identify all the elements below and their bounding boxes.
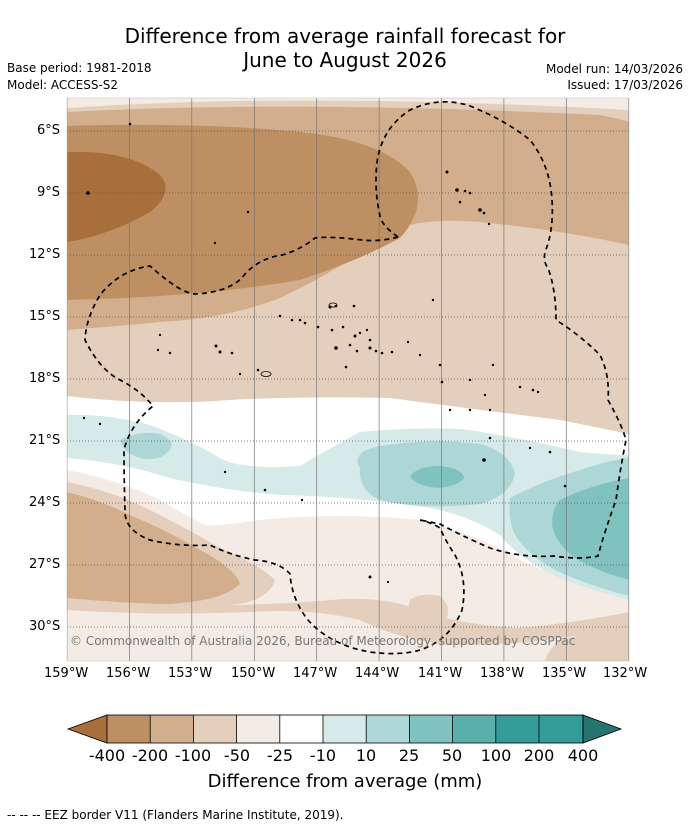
colorbar-cell-3 [193,715,237,743]
colorbar-cell-0 [66,714,108,744]
colorbar-tick: 50 [441,746,463,765]
colorbar-cell-4 [236,715,280,743]
colorbar [66,714,623,744]
colorbar-tick: -400 [88,746,126,765]
colorbar-cell-5 [279,715,323,743]
colorbar-cell-12 [582,714,623,744]
lat-label: 24°S [29,495,61,510]
lat-label: 6°S [37,123,61,138]
lat-label: 9°S [37,185,61,200]
lon-label: 132°W [603,666,648,681]
colorbar-cell-8 [409,715,453,743]
rainfall-anomaly-field [67,98,629,661]
map-frame [66,97,630,662]
lon-label: 144°W [355,666,400,681]
colorbar-tick: -50 [223,746,251,765]
model-run: Model run: 14/03/2026 [545,62,683,76]
colorbar-label: Difference from average (mm) [207,771,483,792]
issued-date: Issued: 17/03/2026 [567,78,683,92]
lon-label: 135°W [542,666,587,681]
colorbar-tick: -10 [309,746,337,765]
lon-label: 141°W [418,666,463,681]
colorbar-cell-6 [323,715,367,743]
longitude-gridlines [67,98,629,661]
model-name: Model: ACCESS-S2 [7,78,119,92]
colorbar-cell-9 [452,715,496,743]
colorbar-tick: -100 [174,746,212,765]
lon-label: 150°W [231,666,276,681]
map-title-line2: June to August 2026 [243,48,447,72]
latitude-gridlines [67,130,629,628]
colorbar-tick: 10 [355,746,377,765]
colorbar-cell-1 [107,715,151,743]
lat-label: 12°S [29,247,61,262]
colorbar-tick: -25 [266,746,294,765]
lon-label: 153°W [168,666,213,681]
islands [82,122,567,584]
lat-label: 30°S [29,619,61,634]
lat-label: 15°S [29,309,61,324]
colorbar-tick: -200 [131,746,169,765]
colorbar-tick: 100 [480,746,512,765]
base-period: Base period: 1981-2018 [7,61,152,75]
lon-label: 156°W [106,666,151,681]
lat-label: 18°S [29,371,61,386]
eez-legend-note: -- -- -- EEZ border V11 (Flanders Marine… [7,808,344,822]
lat-label: 27°S [29,557,61,572]
colorbar-tick: 200 [523,746,555,765]
colorbar-cell-2 [150,715,194,743]
colorbar-cell-7 [366,715,410,743]
lon-label: 159°W [44,666,89,681]
island-outlines [260,302,338,377]
lon-label: 147°W [293,666,338,681]
map-title-line1: Difference from average rainfall forecas… [124,24,566,48]
lat-label: 21°S [29,433,61,448]
colorbar-cell-10 [495,715,539,743]
copyright-notice: © Commonwealth of Australia 2026, Bureau… [70,634,576,648]
eez-border-west [375,101,627,559]
colorbar-tick: 25 [398,746,420,765]
lon-label: 138°W [480,666,525,681]
colorbar-tick: 400 [567,746,599,765]
colorbar-cell-11 [539,715,583,743]
